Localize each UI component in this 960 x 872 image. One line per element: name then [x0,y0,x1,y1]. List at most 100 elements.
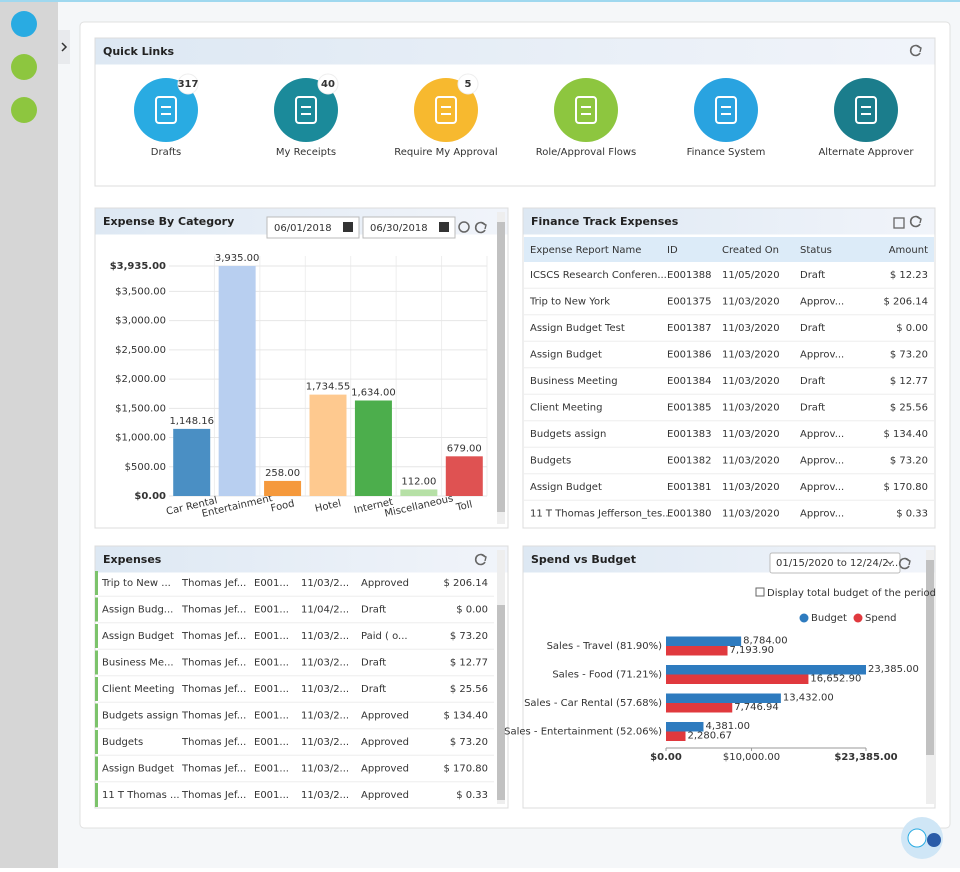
row-status-stripe [95,597,98,622]
table-cell[interactable]: Assign Budget [102,631,174,642]
table-cell: $ 73.20 [450,737,488,748]
row-status-stripe [95,756,98,781]
table-cell: Approv... [800,429,844,440]
table-cell[interactable]: Trip to New ... [101,578,171,589]
finance-track-panel-title: Finance Track Expenses [531,215,679,228]
row-status-stripe [95,703,98,728]
quick-link-badge-count: 40 [321,79,335,90]
table-cell: Thomas Jef... [181,605,246,616]
scrollbar-thumb [497,222,505,512]
legend-label[interactable]: Budget [811,613,847,624]
table-header-cell: ID [667,245,678,256]
table-cell[interactable]: Business Meeting [530,376,618,387]
table-cell: 11/03/2020 [722,429,780,440]
table-cell[interactable]: Budgets assign [102,711,178,722]
table-cell: $ 12.77 [890,376,928,387]
table-cell[interactable]: Assign Budget [530,350,602,361]
table-cell[interactable]: Assign Budget Test [530,323,625,334]
spend-budget-panel-title: Spend vs Budget [531,553,636,566]
quick-link-icon[interactable] [694,78,758,142]
bar [666,665,866,675]
checkbox-label[interactable]: Display total budget of the period [767,588,936,599]
table-cell: 11/03/2020 [722,456,780,467]
y-category-label: Sales - Entertainment (52.06%) [504,727,662,738]
table-cell[interactable]: 11 T Thomas ... [102,790,180,801]
quick-link-badge [177,73,199,95]
table-cell: Paid ( o... [361,631,408,642]
y-tick-label: $2,000.00 [115,374,166,385]
table-cell[interactable]: Client Meeting [530,403,602,414]
table-cell: Approv... [800,482,844,493]
quick-link-label[interactable]: Drafts [151,147,181,158]
table-cell[interactable]: Business Me... [102,658,174,669]
calendar-icon[interactable] [439,222,449,232]
table-cell[interactable]: ICSCS Research Conferen... [530,270,667,281]
table-cell: Draft [361,658,386,669]
quick-link-icon[interactable] [554,78,618,142]
quick-link-icon[interactable] [274,78,338,142]
table-cell[interactable]: Assign Budg... [102,605,173,616]
table-cell[interactable]: 11 T Thomas Jefferson_tes... [530,509,672,520]
quick-link-label[interactable]: Require My Approval [394,147,497,158]
bar-value-label: 1,734.55 [306,382,351,393]
date-value: 06/01/2018 [274,223,332,234]
checkbox[interactable] [755,587,765,597]
table-cell: Thomas Jef... [181,658,246,669]
bar [354,400,392,496]
quick-link-icon[interactable] [134,78,198,142]
date-input[interactable] [362,216,456,239]
bar-value-label: 258.00 [265,468,300,479]
table-cell: Approv... [800,509,844,520]
quick-links-panel-header [95,38,935,65]
open-icon[interactable] [893,217,905,229]
table-cell: 11/03/2... [301,790,349,801]
table-cell: Approv... [800,456,844,467]
table-cell: E001384 [667,376,712,387]
bar-value-label: 7,746.94 [734,702,779,713]
legend-label[interactable]: Spend [865,613,897,624]
table-cell[interactable]: Budgets [102,737,143,748]
quick-link-icon[interactable] [834,78,898,142]
legend-swatch [799,613,809,623]
x-tick-label: $23,385.00 [834,752,897,763]
quick-link-label[interactable]: Role/Approval Flows [536,147,637,158]
table-cell: Thomas Jef... [181,790,246,801]
bar-value-label: 7,193.90 [730,645,775,656]
legend-swatch [853,613,863,623]
table-cell: $ 206.14 [883,297,928,308]
help-icon[interactable] [11,11,37,37]
table-cell: $ 206.14 [443,578,488,589]
bar [264,480,302,496]
bar-value-label: 2,280.67 [688,731,733,742]
date-input[interactable] [266,216,360,239]
table-cell: $ 25.56 [890,403,928,414]
table-cell: Draft [361,684,386,695]
expenses-panel-header [95,546,508,573]
calendar-icon[interactable] [343,222,353,232]
table-cell: $ 73.20 [450,631,488,642]
table-cell[interactable]: Client Meeting [102,684,174,695]
go-icon[interactable] [458,221,470,233]
quick-link-label[interactable]: Alternate Approver [818,147,914,158]
sidebar-toggle[interactable] [58,30,70,64]
report-icon[interactable] [11,97,37,123]
table-cell: Approved [361,711,409,722]
table-cell: E001... [254,578,289,589]
refresh-arrow [481,554,487,562]
quick-link-label[interactable]: Finance System [687,147,766,158]
quick-link-label[interactable]: My Receipts [276,147,336,158]
y-tick-label: $1,500.00 [115,403,166,414]
bar-value-label: 8,784.00 [743,636,788,647]
content: Quick Links 317 Drafts 40 My Receipts 5 Requir… [94,37,936,809]
table-cell: Draft [800,323,825,334]
table-cell[interactable]: Assign Budget [530,482,602,493]
table-cell[interactable]: Budgets [530,456,571,467]
table-cell: E001385 [667,403,712,414]
table-cell[interactable]: Trip to New York [529,297,610,308]
quick-link-icon[interactable] [414,78,478,142]
book-icon[interactable] [11,54,37,80]
row-status-stripe [95,730,98,754]
refresh-arrow [905,558,911,566]
table-cell[interactable]: Assign Budget [102,764,174,775]
table-cell[interactable]: Budgets assign [530,429,606,440]
